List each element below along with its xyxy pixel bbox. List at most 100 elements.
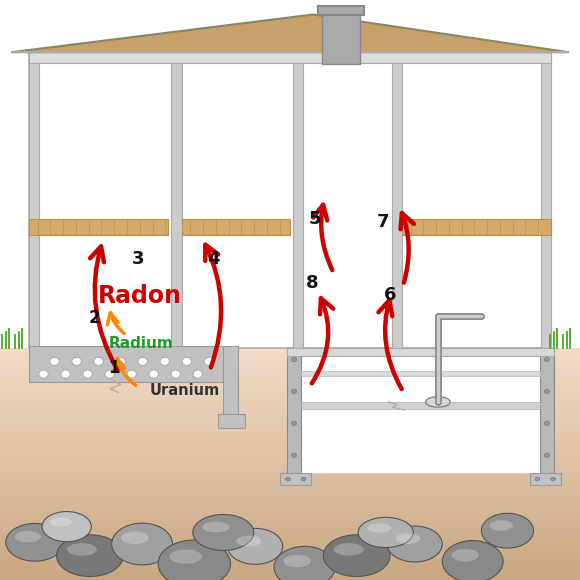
Ellipse shape [193,370,202,378]
Ellipse shape [50,517,72,527]
Bar [0,571,580,575]
Ellipse shape [127,370,136,378]
Ellipse shape [42,512,92,542]
Ellipse shape [105,370,114,378]
Bar [0,353,580,357]
Ellipse shape [285,477,290,481]
Bar [322,9,360,64]
Text: 4: 4 [207,250,220,269]
Bar [0,478,580,483]
Bar [0,418,580,422]
Bar [0,348,580,353]
Ellipse shape [116,357,125,365]
Ellipse shape [291,421,297,426]
Ellipse shape [544,454,549,457]
Bar [0,501,580,506]
Bar [0,566,580,571]
Ellipse shape [57,535,123,577]
Ellipse shape [111,523,173,565]
Bar [0,376,580,380]
Bar [0,552,580,557]
Ellipse shape [481,513,534,548]
Bar [0,469,580,473]
Ellipse shape [291,390,297,393]
Bar [0,538,580,543]
Bar [0,380,580,385]
Ellipse shape [544,421,549,426]
Text: 3: 3 [132,250,144,269]
Ellipse shape [323,535,390,577]
Ellipse shape [182,357,191,365]
Ellipse shape [227,528,283,564]
Text: Uranium: Uranium [150,383,220,398]
Bar [171,52,182,348]
Text: 5: 5 [309,210,321,229]
Bar [0,432,580,436]
Ellipse shape [334,543,364,556]
Ellipse shape [291,454,297,457]
Ellipse shape [61,370,70,378]
Bar [0,371,580,376]
Bar [402,219,551,235]
Ellipse shape [202,521,230,532]
Ellipse shape [158,540,231,580]
Ellipse shape [426,397,450,407]
Text: 6: 6 [383,285,396,304]
Bar [392,52,402,348]
Bar [318,6,364,14]
Bar [0,390,580,394]
Bar [0,413,580,418]
Bar [0,427,580,432]
Bar [29,346,223,382]
Bar [0,548,580,552]
Text: Radon: Radon [97,284,182,308]
Bar [0,492,580,496]
Bar [0,441,580,445]
Bar [0,436,580,441]
Bar [29,52,39,348]
Bar [541,52,551,348]
Bar [0,450,580,455]
Ellipse shape [442,541,503,580]
Bar [0,362,580,367]
Ellipse shape [39,370,48,378]
Bar [0,529,580,534]
Ellipse shape [387,526,442,562]
Bar [0,520,580,524]
Ellipse shape [396,533,420,544]
Bar [0,464,580,469]
Ellipse shape [149,370,158,378]
Ellipse shape [72,357,81,365]
Bar [287,348,554,356]
Bar [0,543,580,548]
Ellipse shape [171,370,180,378]
Ellipse shape [50,357,59,365]
Text: 8: 8 [306,274,318,292]
Bar [0,487,580,492]
Ellipse shape [193,514,254,550]
Ellipse shape [160,357,169,365]
Bar [280,473,311,485]
Ellipse shape [367,523,392,532]
Bar [0,357,580,362]
Ellipse shape [358,517,414,548]
Bar [0,575,580,580]
Bar [0,422,580,427]
Ellipse shape [291,357,297,362]
Ellipse shape [83,370,92,378]
Bar [530,473,561,485]
Bar [301,402,540,409]
Ellipse shape [169,549,202,564]
Bar [29,52,551,63]
Ellipse shape [236,535,261,546]
Bar [0,524,580,529]
Text: 7: 7 [376,212,389,231]
Bar [29,219,168,235]
Bar [0,473,580,478]
Bar [0,459,580,464]
Bar [0,367,580,371]
Bar [0,506,580,510]
Ellipse shape [138,357,147,365]
Bar [287,348,301,473]
Bar [540,348,554,473]
